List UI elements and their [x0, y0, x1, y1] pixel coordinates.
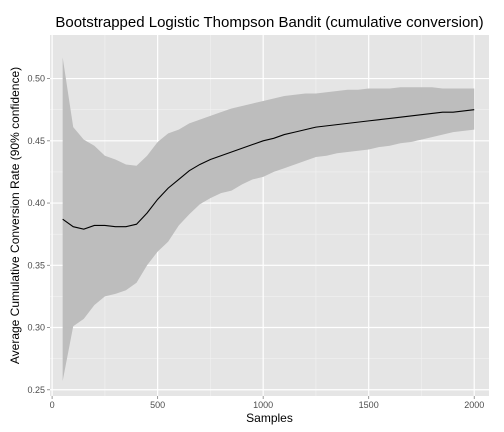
- y-tick-label: 0.35: [27, 260, 45, 270]
- x-tick-label: 1000: [253, 400, 273, 410]
- x-axis-label: Samples: [246, 411, 293, 425]
- y-axis: 0.25 0.30 0.35 0.40 0.45 0.50: [27, 74, 50, 395]
- y-tick-label: 0.50: [27, 74, 45, 84]
- y-tick-label: 0.40: [27, 198, 45, 208]
- x-tick-label: 2000: [464, 400, 484, 410]
- x-tick-label: 1500: [359, 400, 379, 410]
- y-axis-label: Average Cumulative Conversion Rate (90% …: [8, 67, 22, 364]
- x-axis: 0 500 1000 1500 2000: [50, 396, 484, 410]
- y-tick-label: 0.25: [27, 385, 45, 395]
- y-tick-label: 0.45: [27, 136, 45, 146]
- y-tick-label: 0.30: [27, 323, 45, 333]
- confidence-ribbon: [62, 57, 475, 382]
- chart-title: Bootstrapped Logistic Thompson Bandit (c…: [55, 14, 483, 31]
- x-tick-label: 0: [50, 400, 55, 410]
- mean-line: [62, 109, 475, 230]
- x-tick-label: 500: [150, 400, 165, 410]
